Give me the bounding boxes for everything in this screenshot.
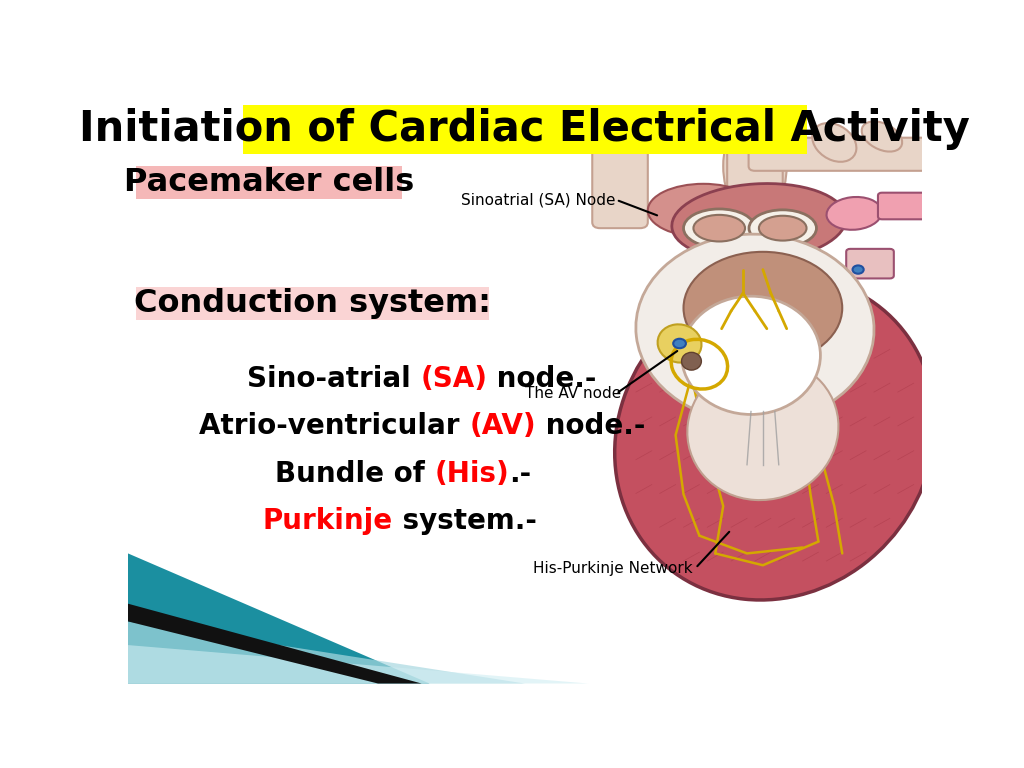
Ellipse shape — [682, 353, 701, 370]
FancyBboxPatch shape — [846, 249, 894, 279]
Text: Sinoatrial (SA) Node: Sinoatrial (SA) Node — [461, 192, 615, 207]
Circle shape — [853, 266, 863, 273]
Text: .-: .- — [509, 459, 531, 488]
Ellipse shape — [749, 210, 816, 247]
Ellipse shape — [657, 324, 701, 362]
Ellipse shape — [826, 197, 882, 230]
FancyBboxPatch shape — [749, 137, 928, 170]
Text: The AV node: The AV node — [524, 386, 621, 401]
Ellipse shape — [672, 184, 846, 261]
Text: Initiation of Cardiac Electrical Activity: Initiation of Cardiac Electrical Activit… — [80, 108, 970, 150]
Text: Pacemaker cells: Pacemaker cells — [124, 167, 414, 198]
Text: His-Purkinje Network: His-Purkinje Network — [532, 561, 692, 576]
Ellipse shape — [614, 276, 935, 600]
Text: (His): (His) — [434, 459, 509, 488]
Text: system.-: system.- — [393, 507, 537, 535]
Ellipse shape — [693, 215, 745, 241]
Polygon shape — [128, 604, 422, 684]
Ellipse shape — [636, 234, 874, 423]
Ellipse shape — [648, 184, 759, 237]
Ellipse shape — [759, 216, 807, 240]
Ellipse shape — [684, 209, 755, 247]
Ellipse shape — [723, 113, 786, 220]
FancyBboxPatch shape — [727, 116, 782, 199]
Ellipse shape — [861, 121, 902, 151]
FancyBboxPatch shape — [243, 105, 807, 154]
Text: node.-: node.- — [487, 365, 597, 393]
Text: Bundle of: Bundle of — [274, 459, 434, 488]
Circle shape — [673, 339, 686, 348]
Text: Purkinje: Purkinje — [263, 507, 393, 535]
Polygon shape — [128, 554, 430, 684]
Polygon shape — [128, 645, 588, 684]
Ellipse shape — [687, 359, 839, 500]
FancyBboxPatch shape — [136, 287, 489, 319]
Ellipse shape — [682, 296, 820, 415]
Text: (SA): (SA) — [421, 365, 487, 393]
FancyBboxPatch shape — [592, 121, 648, 228]
Text: (AV): (AV) — [470, 412, 537, 440]
Ellipse shape — [684, 252, 843, 364]
FancyBboxPatch shape — [136, 166, 401, 199]
Ellipse shape — [812, 123, 856, 162]
Text: node.-: node.- — [537, 412, 645, 440]
Polygon shape — [128, 621, 524, 684]
Text: Conduction system:: Conduction system: — [134, 288, 492, 319]
FancyBboxPatch shape — [878, 193, 934, 220]
Text: Atrio-ventricular: Atrio-ventricular — [200, 412, 470, 440]
Text: Sino-atrial: Sino-atrial — [247, 365, 421, 393]
